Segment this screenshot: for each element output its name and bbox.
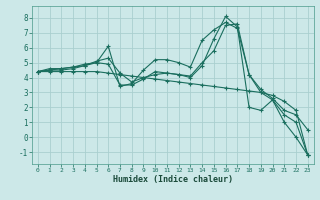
X-axis label: Humidex (Indice chaleur): Humidex (Indice chaleur) <box>113 175 233 184</box>
